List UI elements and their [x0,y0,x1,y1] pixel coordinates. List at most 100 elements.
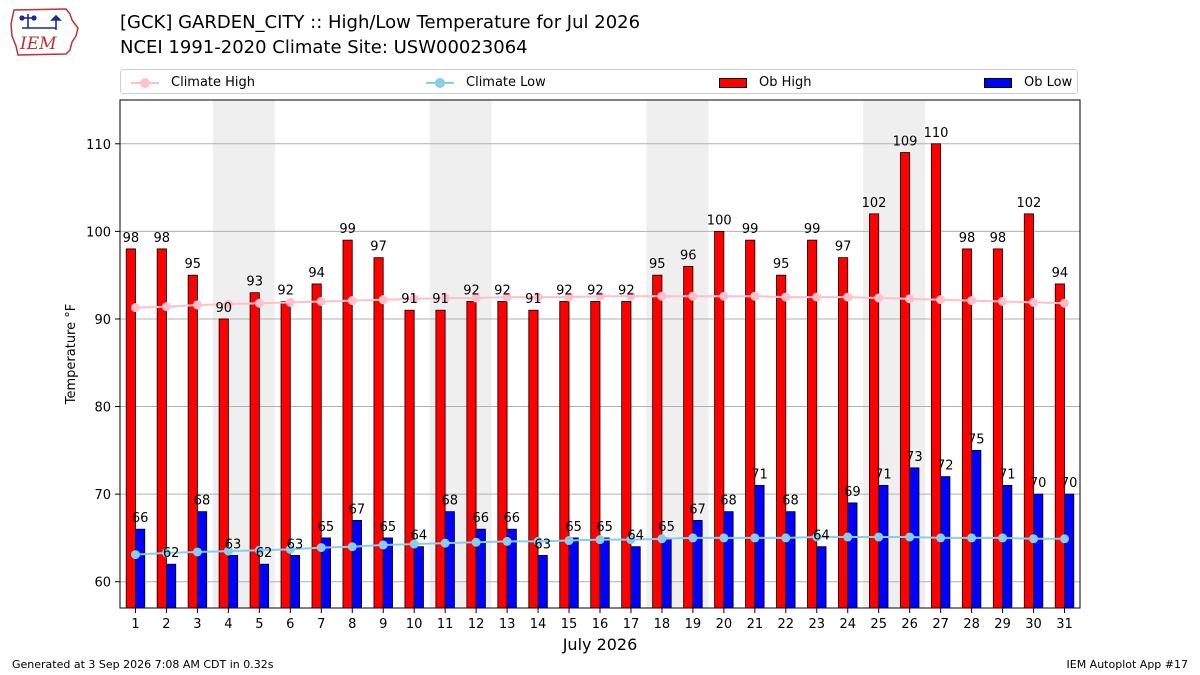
legend-label-ob-low: Ob Low [1024,75,1073,90]
ob-low-bar [723,511,734,609]
climate-low-point [347,542,357,552]
climate-low-point [967,533,977,543]
climate-high-point [409,294,419,304]
ob-high-bar [1054,283,1065,609]
ob-low-bar [661,537,672,609]
climate-high-point [626,291,636,301]
climate-low-point [161,548,171,558]
y-axis-label: Temperature °F [64,304,79,405]
ob-high-bar [683,266,694,609]
ob-high-label: 102 [862,196,887,211]
ob-low-bar [630,546,641,609]
climate-high-point [285,297,295,307]
ob-high-label: 109 [893,135,918,150]
legend-item-ob-high: Ob High [719,70,812,95]
ob-low-bar [166,563,177,609]
ob-low-bar [816,546,827,609]
climate-low-point [440,538,450,548]
ob-high-bar [187,274,198,609]
ob-low-label: 70 [1030,476,1047,491]
ob-low-label: 66 [503,511,520,526]
ob-low-bar [135,528,146,609]
x-tick-label: 11 [437,617,454,632]
legend-item-ob-low: Ob Low [984,70,1072,95]
climate-high-point [130,303,140,313]
ob-high-bar [311,283,322,609]
x-tick-label: 17 [623,617,640,632]
ob-high-bar [590,301,601,609]
x-tick-label: 31 [1056,617,1073,632]
x-tick-label: 16 [592,617,609,632]
climate-low-point [1029,534,1039,544]
climate-high-point [998,296,1008,306]
legend-label-ob-high: Ob High [759,75,812,90]
x-tick-label: 27 [932,617,949,632]
ob-low-bar [227,555,239,609]
x-tick-label: 6 [286,617,294,632]
climate-low-point [285,544,295,554]
ob-high-bar [435,309,446,609]
climate-high-point [502,292,512,302]
climate-low-point [657,534,667,544]
climate-low-point [502,536,512,546]
ob-low-label: 64 [813,529,830,544]
ob-low-label: 69 [844,485,861,500]
climate-high-point [223,299,233,309]
ob-high-label: 90 [215,301,232,316]
ob-low-bar [1002,484,1013,609]
x-tick-label: 25 [870,617,887,632]
ob-high-label: 92 [277,283,294,298]
climate-low-point [564,536,574,546]
x-tick-label: 7 [317,617,325,632]
climate-high-point [719,291,729,301]
ob-low-label: 66 [473,511,490,526]
chart-title: [GCK] GARDEN_CITY :: High/Low Temperatur… [120,12,641,33]
climate-high-point [657,291,667,301]
x-tick-label: 28 [963,617,980,632]
y-tick-label: 70 [94,488,111,503]
ob-high-label: 92 [618,283,635,298]
climate-high-point [967,296,977,306]
ob-high-label: 99 [339,222,356,237]
climate-low-point [688,533,698,543]
generated-footer: Generated at 3 Sep 2026 7:08 AM CDT in 0… [12,658,274,671]
ob-low-bar [444,511,455,609]
ob-high-label: 95 [185,257,202,272]
climate-low-point [843,532,853,542]
ob-low-label: 63 [534,537,551,552]
ob-low-label: 71 [875,467,892,482]
ob-high-label: 98 [959,231,976,246]
ob-low-bar [537,555,548,609]
climate-high-point [254,298,264,308]
ob-low-bar [599,537,610,609]
climate-low-point [595,535,605,545]
climate-low-point [781,533,791,543]
ob-low-bar [847,502,858,609]
ob-high-label: 98 [990,231,1007,246]
ob-high-label: 94 [1052,266,1069,281]
ob-low-label: 68 [194,494,211,509]
ob-high-label: 92 [494,283,511,298]
climate-high-point [750,291,760,301]
ob-high-label: 102 [1016,196,1041,211]
climate-low-point [719,533,729,543]
ob-high-bar [869,213,880,609]
x-tick-label: 1 [131,617,139,632]
x-tick-label: 9 [379,617,387,632]
ob-high-label: 99 [742,222,759,237]
ob-low-bar [754,484,765,609]
climate-low-point [223,546,233,556]
ob-high-label: 92 [587,283,604,298]
climate-low-point [905,532,915,542]
ob-low-label: 63 [225,537,242,552]
ob-low-label: 65 [565,520,582,535]
x-tick-label: 30 [1025,617,1042,632]
ob-low-bar [878,484,889,609]
ob-high-bar [776,274,787,609]
climate-low-point [316,543,326,553]
climate-low-point [936,533,946,543]
ob-low-label: 65 [318,520,335,535]
ob-low-label: 70 [1061,476,1078,491]
ob-high-label: 96 [680,248,697,263]
